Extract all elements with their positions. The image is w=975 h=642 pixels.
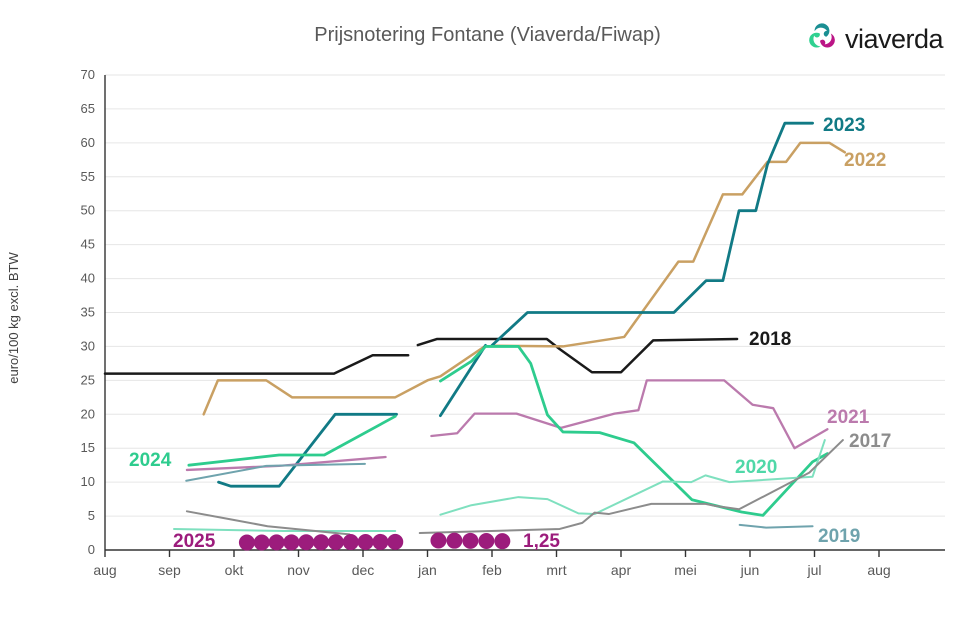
svg-text:2017: 2017 bbox=[849, 431, 891, 452]
svg-text:sep: sep bbox=[158, 562, 181, 578]
svg-text:feb: feb bbox=[482, 562, 502, 578]
svg-text:jun: jun bbox=[740, 562, 760, 578]
svg-text:0: 0 bbox=[88, 542, 95, 557]
svg-text:15: 15 bbox=[81, 440, 95, 455]
svg-text:2025: 2025 bbox=[173, 531, 216, 552]
svg-text:mei: mei bbox=[674, 562, 697, 578]
svg-text:apr: apr bbox=[611, 562, 632, 578]
svg-text:dec: dec bbox=[352, 562, 375, 578]
svg-text:45: 45 bbox=[81, 237, 95, 252]
svg-text:55: 55 bbox=[81, 169, 95, 184]
svg-text:60: 60 bbox=[81, 135, 95, 150]
svg-text:30: 30 bbox=[81, 338, 95, 353]
svg-text:65: 65 bbox=[81, 101, 95, 116]
svg-text:5: 5 bbox=[88, 508, 95, 523]
svg-text:2022: 2022 bbox=[844, 150, 886, 171]
svg-text:50: 50 bbox=[81, 203, 95, 218]
svg-text:2023: 2023 bbox=[823, 115, 865, 136]
svg-text:20: 20 bbox=[81, 406, 95, 421]
svg-text:2019: 2019 bbox=[818, 526, 860, 547]
svg-text:2024: 2024 bbox=[129, 450, 172, 471]
svg-text:okt: okt bbox=[225, 562, 244, 578]
svg-text:aug: aug bbox=[867, 562, 890, 578]
svg-text:70: 70 bbox=[81, 67, 95, 82]
svg-text:2018: 2018 bbox=[749, 329, 791, 350]
svg-text:nov: nov bbox=[287, 562, 310, 578]
svg-text:jan: jan bbox=[417, 562, 437, 578]
svg-text:aug: aug bbox=[93, 562, 116, 578]
svg-text:mrt: mrt bbox=[546, 562, 566, 578]
svg-text:40: 40 bbox=[81, 271, 95, 286]
svg-text:25: 25 bbox=[81, 372, 95, 387]
svg-text:2021: 2021 bbox=[827, 407, 870, 428]
svg-text:1,25: 1,25 bbox=[523, 531, 560, 552]
svg-text:jul: jul bbox=[806, 562, 821, 578]
svg-text:10: 10 bbox=[81, 474, 95, 489]
svg-text:2020: 2020 bbox=[735, 457, 777, 478]
svg-text:35: 35 bbox=[81, 305, 95, 320]
